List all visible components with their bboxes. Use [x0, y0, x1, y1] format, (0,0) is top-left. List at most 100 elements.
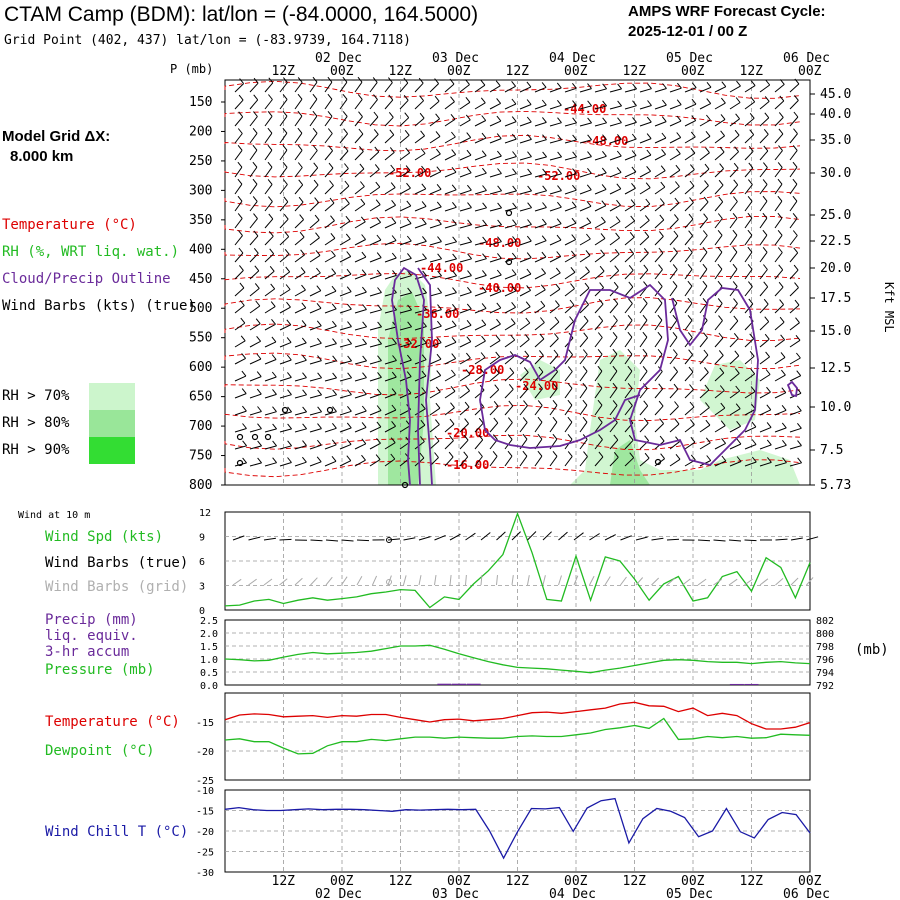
wind-barb — [474, 389, 485, 399]
wind-barb-flag — [522, 450, 528, 457]
wind-barb — [549, 190, 562, 195]
wind-barb — [354, 459, 366, 467]
wind-barb — [759, 461, 772, 467]
wind-barb — [354, 360, 367, 365]
wind-barb-flag — [343, 128, 348, 135]
dewpoint-line — [224, 717, 811, 755]
legend-precip-liq: liq. equiv. — [45, 628, 138, 644]
wind-barb-flag — [331, 285, 337, 292]
precip-bar — [437, 683, 452, 685]
wind-barb — [234, 218, 243, 229]
wind-barb-flag — [719, 163, 724, 169]
wind-barb — [474, 102, 486, 110]
wind-barb-flag — [748, 298, 754, 305]
wind-barb — [384, 425, 396, 433]
wind-barb — [264, 393, 277, 399]
isotherm-line — [224, 215, 801, 234]
wind-barb — [759, 84, 770, 93]
wind-barb-flag — [510, 318, 516, 324]
wind-barb-flag — [689, 197, 694, 203]
wind-barb-flag — [256, 335, 261, 342]
wind-barb-flag — [629, 231, 635, 238]
wind-barb — [714, 151, 725, 161]
wind-barb-flag — [567, 366, 573, 372]
wind-barb-flag — [436, 148, 441, 155]
wind-barb-flag — [586, 217, 592, 224]
wind-barb-flag — [297, 110, 303, 117]
wind-barb-flag — [644, 435, 649, 442]
wind-barb — [444, 440, 454, 450]
wind-barb — [519, 455, 528, 467]
wind-barb-flag — [317, 337, 322, 344]
wind-barb-flag — [582, 349, 588, 355]
precip-bar — [729, 683, 744, 685]
wind-barb — [729, 425, 741, 433]
wind-barb — [309, 428, 322, 433]
wind-barb — [654, 336, 663, 348]
isotherm-line — [224, 242, 801, 260]
temperature-line — [224, 701, 811, 730]
wind-barb — [339, 291, 352, 297]
wind-barb — [279, 306, 291, 314]
wind-barb — [519, 289, 531, 297]
wind-barb-flag — [287, 406, 292, 413]
wind-barb-flag — [672, 297, 678, 304]
bottom-hour-label: 00Z — [798, 874, 822, 889]
wind-barb-flag — [377, 338, 382, 345]
wind-barb — [699, 303, 708, 314]
wind-barb-flag — [706, 81, 712, 88]
wind-barb — [339, 185, 350, 195]
wind-barb — [414, 375, 427, 382]
wind-barb — [354, 291, 367, 297]
wind-barb — [729, 201, 738, 212]
wind-barb — [729, 102, 741, 110]
wind-barb-flag — [390, 437, 396, 444]
wind-barb-flag — [362, 286, 367, 293]
wind-barb — [759, 338, 770, 348]
wind-barb-flag — [511, 285, 517, 292]
wind-barb-flag — [526, 252, 532, 258]
wind-barb — [324, 98, 333, 110]
wind-barb-flag — [252, 127, 258, 134]
wind-barb — [489, 224, 502, 229]
legend-wind-speed: Wind Spd (kts) — [45, 529, 164, 545]
wind-barb — [729, 85, 741, 93]
wind-barb-grid — [232, 578, 242, 586]
precip-tick-label: 2.5 — [200, 616, 218, 627]
wind-barb-true — [511, 531, 521, 541]
wind-barb — [294, 289, 306, 297]
wind-barb-flag — [418, 77, 424, 84]
wind-barb-flag — [362, 321, 367, 328]
wind-barb-flag — [720, 420, 726, 427]
wind-barb-flag — [795, 317, 800, 324]
wind-barb-flag — [644, 231, 650, 238]
wind-barb-flag — [237, 128, 243, 134]
wind-barb-flag — [407, 253, 412, 259]
wind-barb — [519, 121, 532, 127]
wind-barb-flag — [557, 117, 562, 124]
wind-barb-flag — [389, 147, 395, 153]
wind-barb — [549, 272, 561, 280]
wind-barb-flag — [660, 165, 666, 172]
wind-barb-flag — [527, 151, 532, 158]
isotherm-line — [224, 404, 801, 421]
wind-barb — [549, 421, 558, 433]
wind-barb — [399, 117, 410, 127]
wind-barb-flag — [256, 388, 262, 395]
wind-barb-flag — [572, 168, 577, 174]
wind-barb — [354, 326, 367, 331]
wind-barb — [444, 171, 457, 178]
wind-barb-flag — [703, 349, 709, 356]
wind-barb-true — [666, 538, 680, 541]
wind-barb-flag — [660, 181, 666, 188]
wind-barb — [594, 287, 604, 297]
wind-barb — [279, 201, 289, 212]
wind-barb — [489, 274, 502, 280]
wind-barb-flag — [703, 213, 708, 220]
wind-barb-flag — [794, 95, 799, 101]
wind-barb-flag — [511, 133, 517, 140]
wind-barb — [729, 443, 742, 450]
wind-barb-flag — [642, 298, 648, 304]
wind-barb — [549, 288, 561, 297]
wind-barb-flag — [464, 401, 470, 408]
